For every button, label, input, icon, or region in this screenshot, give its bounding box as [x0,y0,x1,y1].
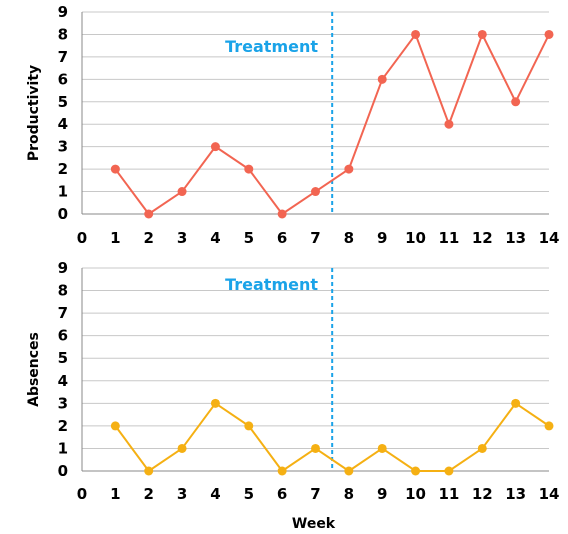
x-tick-label: 14 [539,229,560,247]
data-point [277,209,287,219]
x-axis-title: Week [292,516,336,532]
data-point [444,119,454,129]
data-point [377,443,387,453]
x-tick-label: 12 [472,229,493,247]
data-point [377,74,387,84]
x-tick-label: 4 [210,485,220,503]
y-tick-label: 8 [58,282,68,300]
y-tick-label: 9 [58,3,68,21]
y-tick-label: 4 [58,115,68,133]
data-point [544,29,554,39]
x-tick-label: 11 [438,485,459,503]
y-tick-label: 4 [58,372,68,390]
y-tick-label: 7 [58,304,68,322]
x-tick-label: 12 [472,485,493,503]
data-point [311,443,320,453]
series-line [114,401,550,473]
y-tick-label: 3 [58,394,68,412]
x-tick-label: 1 [110,485,120,503]
series-line [114,31,550,216]
x-tick-label: 5 [244,229,254,247]
data-point [511,398,521,408]
data-point [277,466,287,476]
y-tick-label: 5 [58,93,68,111]
y-tick-label: 6 [58,327,68,345]
x-tick-label: 0 [77,485,87,503]
x-tick-label: 8 [344,229,354,247]
data-point [311,187,320,197]
x-tick-label: 13 [505,229,526,247]
x-tick-label: 14 [539,485,560,503]
x-tick-label: 0 [77,229,87,247]
y-tick-label: 0 [58,462,68,480]
data-point [144,209,154,219]
y-tick-label: 3 [58,138,68,156]
x-tick-label: 10 [405,229,426,247]
data-point [411,29,421,39]
x-tick-label: 2 [143,485,153,503]
treatment-annotation: Treatment [225,275,318,294]
x-tick-label: 3 [177,485,187,503]
x-tick-label: 5 [244,485,254,503]
data-point [210,398,220,408]
x-tick-label: 9 [377,485,387,503]
y-tick-label: 5 [58,349,68,367]
data-point [444,466,454,476]
y-tick-label: 8 [58,25,68,43]
y-axis-title: Productivity [26,65,42,161]
x-tick-label: 6 [277,485,287,503]
data-point [511,97,521,107]
y-tick-label: 2 [58,417,68,435]
x-tick-label: 6 [277,229,287,247]
y-tick-label: 2 [58,160,68,178]
x-tick-label: 13 [505,485,526,503]
data-point [144,466,154,476]
data-point [244,421,254,431]
y-tick-label: 1 [58,439,68,457]
x-tick-label: 7 [310,485,320,503]
x-tick-label: 3 [177,229,187,247]
y-tick-label: 0 [58,205,68,223]
x-tick-label: 10 [405,485,426,503]
y-tick-label: 1 [58,183,68,201]
data-point [177,187,187,197]
data-point [411,466,421,476]
x-tick-label: 9 [377,229,387,247]
x-tick-label: 2 [143,229,153,247]
data-point [477,29,487,39]
data-point [110,164,120,174]
x-tick-label: 7 [310,229,320,247]
x-tick-label: 4 [210,229,220,247]
x-tick-label: 11 [438,229,459,247]
x-tick-label: 1 [110,229,120,247]
data-point [344,164,354,174]
y-axis-title: Absences [26,332,42,407]
y-tick-label: 9 [58,259,68,277]
y-tick-label: 6 [58,70,68,88]
treatment-annotation: Treatment [225,37,318,56]
data-point [544,421,554,431]
data-point [344,466,354,476]
data-point [177,443,187,453]
data-point [477,443,487,453]
data-point [210,142,220,152]
data-point [110,421,120,431]
data-point [244,164,254,174]
y-tick-label: 7 [58,48,68,66]
x-tick-label: 8 [344,485,354,503]
